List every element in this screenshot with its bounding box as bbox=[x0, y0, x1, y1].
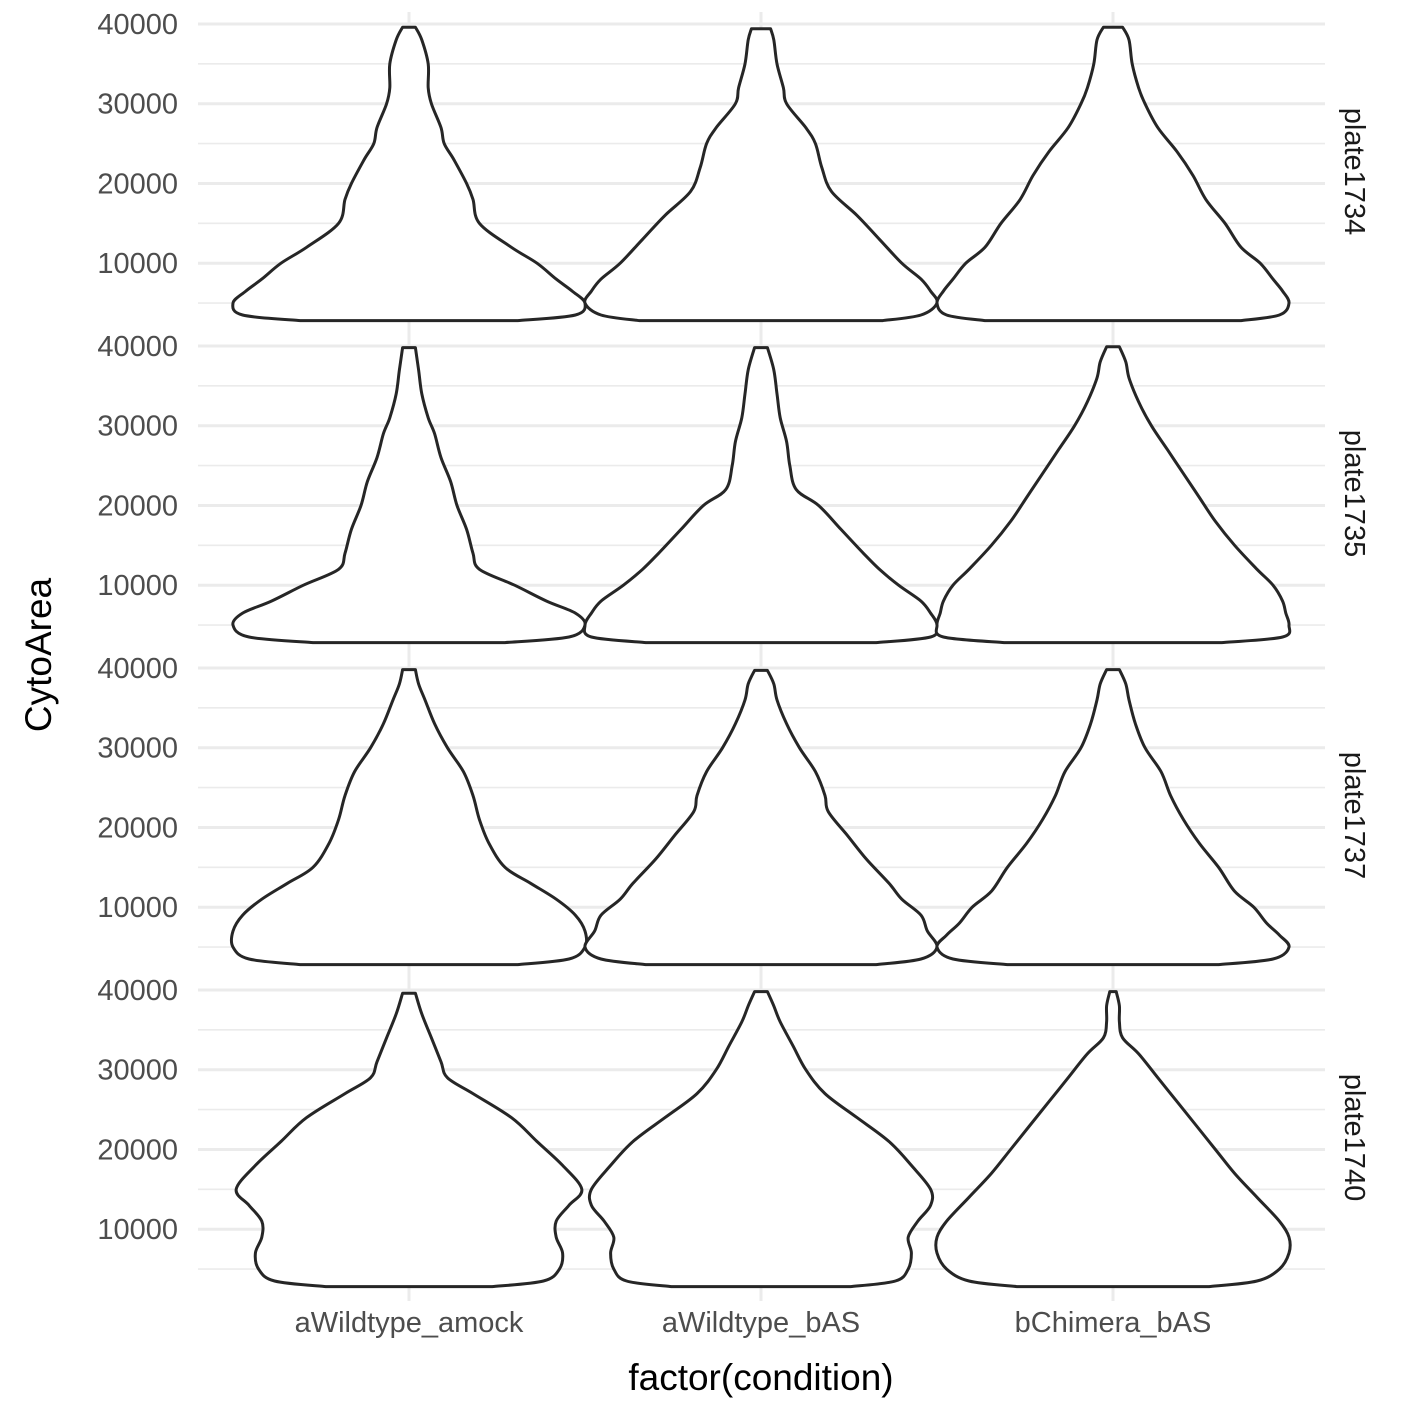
y-tick-label: 20000 bbox=[97, 1134, 178, 1166]
y-tick-label: 40000 bbox=[97, 9, 178, 41]
facet-panel-plate1740: 10000 20000 30000 40000 plate1740 bbox=[97, 975, 1370, 1301]
facet-strip-label: plate1740 bbox=[1338, 1074, 1370, 1201]
y-tick-label: 20000 bbox=[97, 812, 178, 844]
y-tick-label: 30000 bbox=[97, 411, 178, 443]
y-tick-label: 30000 bbox=[97, 89, 178, 121]
violin-aWildtype_amock bbox=[234, 991, 584, 1289]
violin-aWildtype_bAS bbox=[587, 990, 935, 1289]
facet-strip-label: plate1735 bbox=[1338, 430, 1370, 557]
y-tick-label: 10000 bbox=[97, 248, 178, 280]
violin-bChimera_bAS bbox=[934, 990, 1292, 1289]
facet-panel-plate1737: 10000 20000 30000 40000 plate1737 bbox=[97, 653, 1370, 979]
x-axis-title: factor(condition) bbox=[628, 1357, 893, 1398]
x-tick-label: aWildtype_bAS bbox=[662, 1307, 860, 1339]
violin-aWildtype_amock bbox=[229, 668, 589, 967]
violin-aWildtype_bAS bbox=[583, 27, 939, 323]
y-tick-label: 10000 bbox=[97, 570, 178, 602]
facet-panels: aWildtype_amock aWildtype_bAS bChimera_bAS… bbox=[97, 9, 1370, 1339]
y-tick-label: 10000 bbox=[97, 892, 178, 924]
y-axis-title: CytoArea bbox=[18, 577, 59, 732]
y-tick-label: 10000 bbox=[97, 1214, 178, 1246]
facet-strip-label: plate1734 bbox=[1338, 108, 1370, 235]
y-tick-label: 30000 bbox=[97, 1055, 178, 1087]
violin-bChimera_bAS bbox=[934, 345, 1292, 645]
y-tick-label: 20000 bbox=[97, 490, 178, 522]
y-tick-label: 40000 bbox=[97, 975, 178, 1007]
violin-aWildtype_amock bbox=[231, 25, 587, 323]
violin-aWildtype_bAS bbox=[582, 346, 940, 645]
violin-aWildtype_amock bbox=[231, 346, 587, 645]
violin-bChimera_bAS bbox=[935, 668, 1291, 967]
y-tick-label: 20000 bbox=[97, 168, 178, 200]
facet-panel-plate1734: 10000 20000 30000 40000 plate1734 bbox=[97, 9, 1370, 335]
violin-aWildtype_bAS bbox=[583, 668, 939, 967]
y-tick-label: 40000 bbox=[97, 331, 178, 363]
y-tick-label: 30000 bbox=[97, 733, 178, 765]
facet-panel-plate1735: 10000 20000 30000 40000 plate1735 bbox=[97, 331, 1370, 657]
violin-bChimera_bAS bbox=[935, 25, 1291, 323]
x-tick-label: bChimera_bAS bbox=[1015, 1307, 1212, 1339]
facet-strip-label: plate1737 bbox=[1338, 752, 1370, 879]
y-tick-label: 40000 bbox=[97, 653, 178, 685]
x-tick-label: aWildtype_amock bbox=[295, 1307, 524, 1339]
